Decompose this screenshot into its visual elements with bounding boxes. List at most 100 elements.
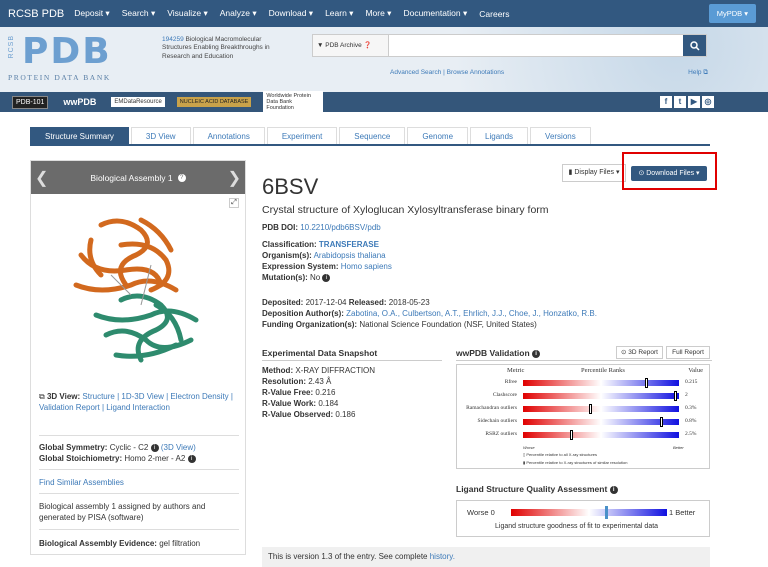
nav-more[interactable]: More ▾ — [365, 8, 392, 18]
github-icon[interactable]: ◎ — [702, 96, 714, 108]
ligand-marker — [604, 506, 608, 519]
validation-percentile-bar — [523, 432, 679, 438]
authors-links[interactable]: Zabotina, O.A., Culbertson, A.T., Ehrlic… — [346, 309, 597, 318]
symmetry-value: Cyclic - C2 — [109, 443, 149, 452]
partner-wwpdb-foundation[interactable]: Worldwide Protein Data Bank Foundation — [263, 91, 324, 113]
col-metric: Metric — [507, 367, 525, 374]
history-link[interactable]: history. — [429, 552, 455, 561]
global-stoichiometry: Global Stoichiometry: Homo 2-mer - A2 i — [39, 453, 196, 464]
resolution-label: Resolution: — [262, 377, 306, 386]
full-report-button[interactable]: Full Report — [666, 346, 710, 359]
download-files-button[interactable]: ⊙ Download Files ▾ — [631, 166, 707, 181]
search-button[interactable] — [683, 35, 706, 56]
validation-marker — [660, 417, 664, 427]
rwork-label: R-Value Work: — [262, 399, 317, 408]
validation-marker — [569, 430, 573, 440]
tab-sequence[interactable]: Sequence — [339, 127, 406, 144]
twitter-icon[interactable]: t — [674, 96, 686, 108]
nav-visualize[interactable]: Visualize ▾ — [167, 8, 208, 18]
brand-link[interactable]: RCSB PDB — [8, 7, 65, 20]
snapshot-heading: Experimental Data Snapshot — [262, 348, 378, 358]
entry-count[interactable]: 194259 — [162, 36, 184, 43]
rwork-value: 0.184 — [318, 399, 339, 408]
nav-download[interactable]: Download ▾ — [268, 8, 314, 18]
expand-icon[interactable]: ⤢ — [229, 198, 239, 208]
tagline: 194259 Biological Macromolecular Structu… — [162, 36, 272, 61]
validation-chart[interactable]: Metric Percentile Ranks Value Rfree 0.215… — [456, 364, 710, 469]
display-files-button[interactable]: ▮ Display Files ▾ — [562, 164, 626, 182]
tab-ligands[interactable]: Ligands — [470, 127, 529, 144]
validation-value: 0.3% — [685, 405, 697, 411]
prev-assembly-icon[interactable]: ❮ — [35, 170, 49, 187]
classification-link[interactable]: TRANSFERASE — [318, 240, 379, 249]
released-date: 2018-05-23 — [388, 298, 430, 307]
3d-view-link-list[interactable]: Structure | 1D-3D View | Electron Densit… — [39, 392, 233, 412]
rwork-row: R-Value Work: 0.184 — [262, 399, 338, 408]
nav-search[interactable]: Search ▾ — [121, 8, 156, 18]
partners-bar: PDB-101 wwPDB EMDataResource NUCLEIC ACI… — [0, 91, 768, 113]
divider — [262, 360, 442, 361]
tab-versions[interactable]: Versions — [530, 127, 591, 144]
advanced-search-link[interactable]: Advanced Search | Browse Annotations — [390, 69, 505, 76]
better-label: Better — [673, 445, 684, 450]
tab-genome[interactable]: Genome — [407, 127, 469, 144]
partner-nakb[interactable]: NUCLEIC ACID DATABASE — [176, 97, 252, 107]
nav-deposit[interactable]: Deposit ▾ — [74, 8, 110, 18]
ligand-heading-text: Ligand Structure Quality Assessment — [456, 484, 608, 494]
help-icon[interactable]: ? — [177, 173, 186, 182]
info-icon[interactable]: i — [532, 349, 541, 358]
ligand-quality-box[interactable]: Worse 0 1 Better Ligand structure goodne… — [456, 500, 710, 537]
validation-value: 0.8% — [685, 418, 697, 424]
3d-report-button[interactable]: ⊙ 3D Report — [616, 346, 663, 359]
pdb-logo[interactable]: RCSB PDB PROTEIN DATA BANK — [8, 31, 152, 82]
youtube-icon[interactable]: ▶ — [688, 96, 700, 108]
search-input[interactable] — [389, 35, 683, 56]
robs-value: 0.186 — [335, 410, 356, 419]
expression-link[interactable]: Homo sapiens — [340, 262, 392, 271]
partner-emdr[interactable]: EMDataResource — [111, 97, 165, 107]
validation-metric-label: Clashscore — [492, 392, 517, 398]
help-link[interactable]: Help ⧉ — [688, 69, 708, 76]
rfree-label: R-Value Free: — [262, 388, 314, 397]
validation-value: 2.5% — [685, 431, 697, 437]
tagline-text: Biological Macromolecular Structures Ena… — [162, 36, 270, 60]
nav-careers[interactable]: Careers — [479, 8, 510, 19]
info-icon[interactable]: i — [150, 443, 159, 452]
doi-link[interactable]: 10.2210/pdb6BSV/pdb — [300, 223, 381, 232]
tab-experiment[interactable]: Experiment — [266, 127, 338, 144]
validation-percentile-bar — [523, 419, 679, 425]
mypdb-button[interactable]: MyPDB ▾ — [708, 4, 756, 23]
info-icon[interactable]: i — [187, 454, 196, 463]
partner-wwpdb[interactable]: wwPDB — [63, 97, 97, 107]
search-bar: ▼ PDB Archive ❓ — [312, 34, 707, 57]
organism-link[interactable]: Arabidopsis thaliana — [313, 251, 386, 260]
find-similar-link[interactable]: Find Similar Assemblies — [39, 478, 124, 487]
nav-learn[interactable]: Learn ▾ — [325, 8, 354, 18]
validation-metric-label: Ramachandran outliers — [466, 405, 517, 411]
divider — [456, 360, 712, 361]
version-bar: This is version 1.3 of the entry. See co… — [262, 547, 710, 567]
validation-percentile-bar — [523, 393, 679, 399]
tab-structure-summary[interactable]: Structure Summary — [30, 127, 129, 144]
info-icon[interactable]: i — [322, 273, 331, 282]
tab-annotations[interactable]: Annotations — [192, 127, 265, 144]
validation-marker — [644, 378, 648, 388]
top-navbar: RCSB PDB Deposit ▾ Search ▾ Visualize ▾ … — [0, 0, 768, 27]
facebook-icon[interactable]: f — [660, 96, 672, 108]
robs-label: R-Value Observed: — [262, 410, 334, 419]
search-scope-select[interactable]: ▼ PDB Archive ❓ — [313, 35, 389, 56]
stoich-value: Homo 2-mer - A2 — [124, 454, 186, 463]
nav-analyze[interactable]: Analyze ▾ — [219, 8, 257, 18]
next-assembly-icon[interactable]: ❯ — [227, 170, 241, 187]
molecule-image[interactable] — [61, 205, 221, 375]
info-icon[interactable]: i — [609, 485, 618, 494]
tab-3d-view[interactable]: 3D View — [130, 127, 191, 144]
legend-all: ▯ Percentile relative to all X-ray struc… — [523, 452, 598, 457]
nav-documentation[interactable]: Documentation ▾ — [403, 8, 468, 18]
validation-marker — [588, 404, 592, 414]
assembly-title: Biological Assembly 1 — [90, 172, 173, 183]
legend-all-text: Percentile relative to all X-ray structu… — [526, 452, 598, 457]
partner-pdb101[interactable]: PDB-101 — [12, 95, 49, 109]
symmetry-3d-link[interactable]: (3D View) — [160, 443, 196, 452]
validation-heading: wwPDB Validation i — [456, 348, 541, 358]
